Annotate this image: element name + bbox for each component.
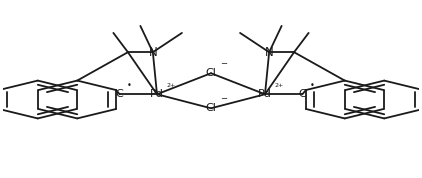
- Text: N: N: [265, 46, 273, 59]
- Text: 2+: 2+: [275, 83, 284, 88]
- Text: Pd: Pd: [258, 89, 272, 99]
- Text: N: N: [149, 46, 157, 59]
- Text: Cl: Cl: [206, 103, 216, 113]
- Text: •: •: [127, 81, 131, 90]
- Text: −: −: [220, 94, 227, 103]
- Text: •: •: [309, 81, 314, 90]
- Text: Pd: Pd: [150, 89, 164, 99]
- Text: −: −: [220, 59, 227, 68]
- Text: C: C: [298, 89, 306, 99]
- Text: Cl: Cl: [206, 68, 216, 78]
- Text: 2+: 2+: [167, 83, 176, 88]
- Text: C: C: [116, 89, 124, 99]
